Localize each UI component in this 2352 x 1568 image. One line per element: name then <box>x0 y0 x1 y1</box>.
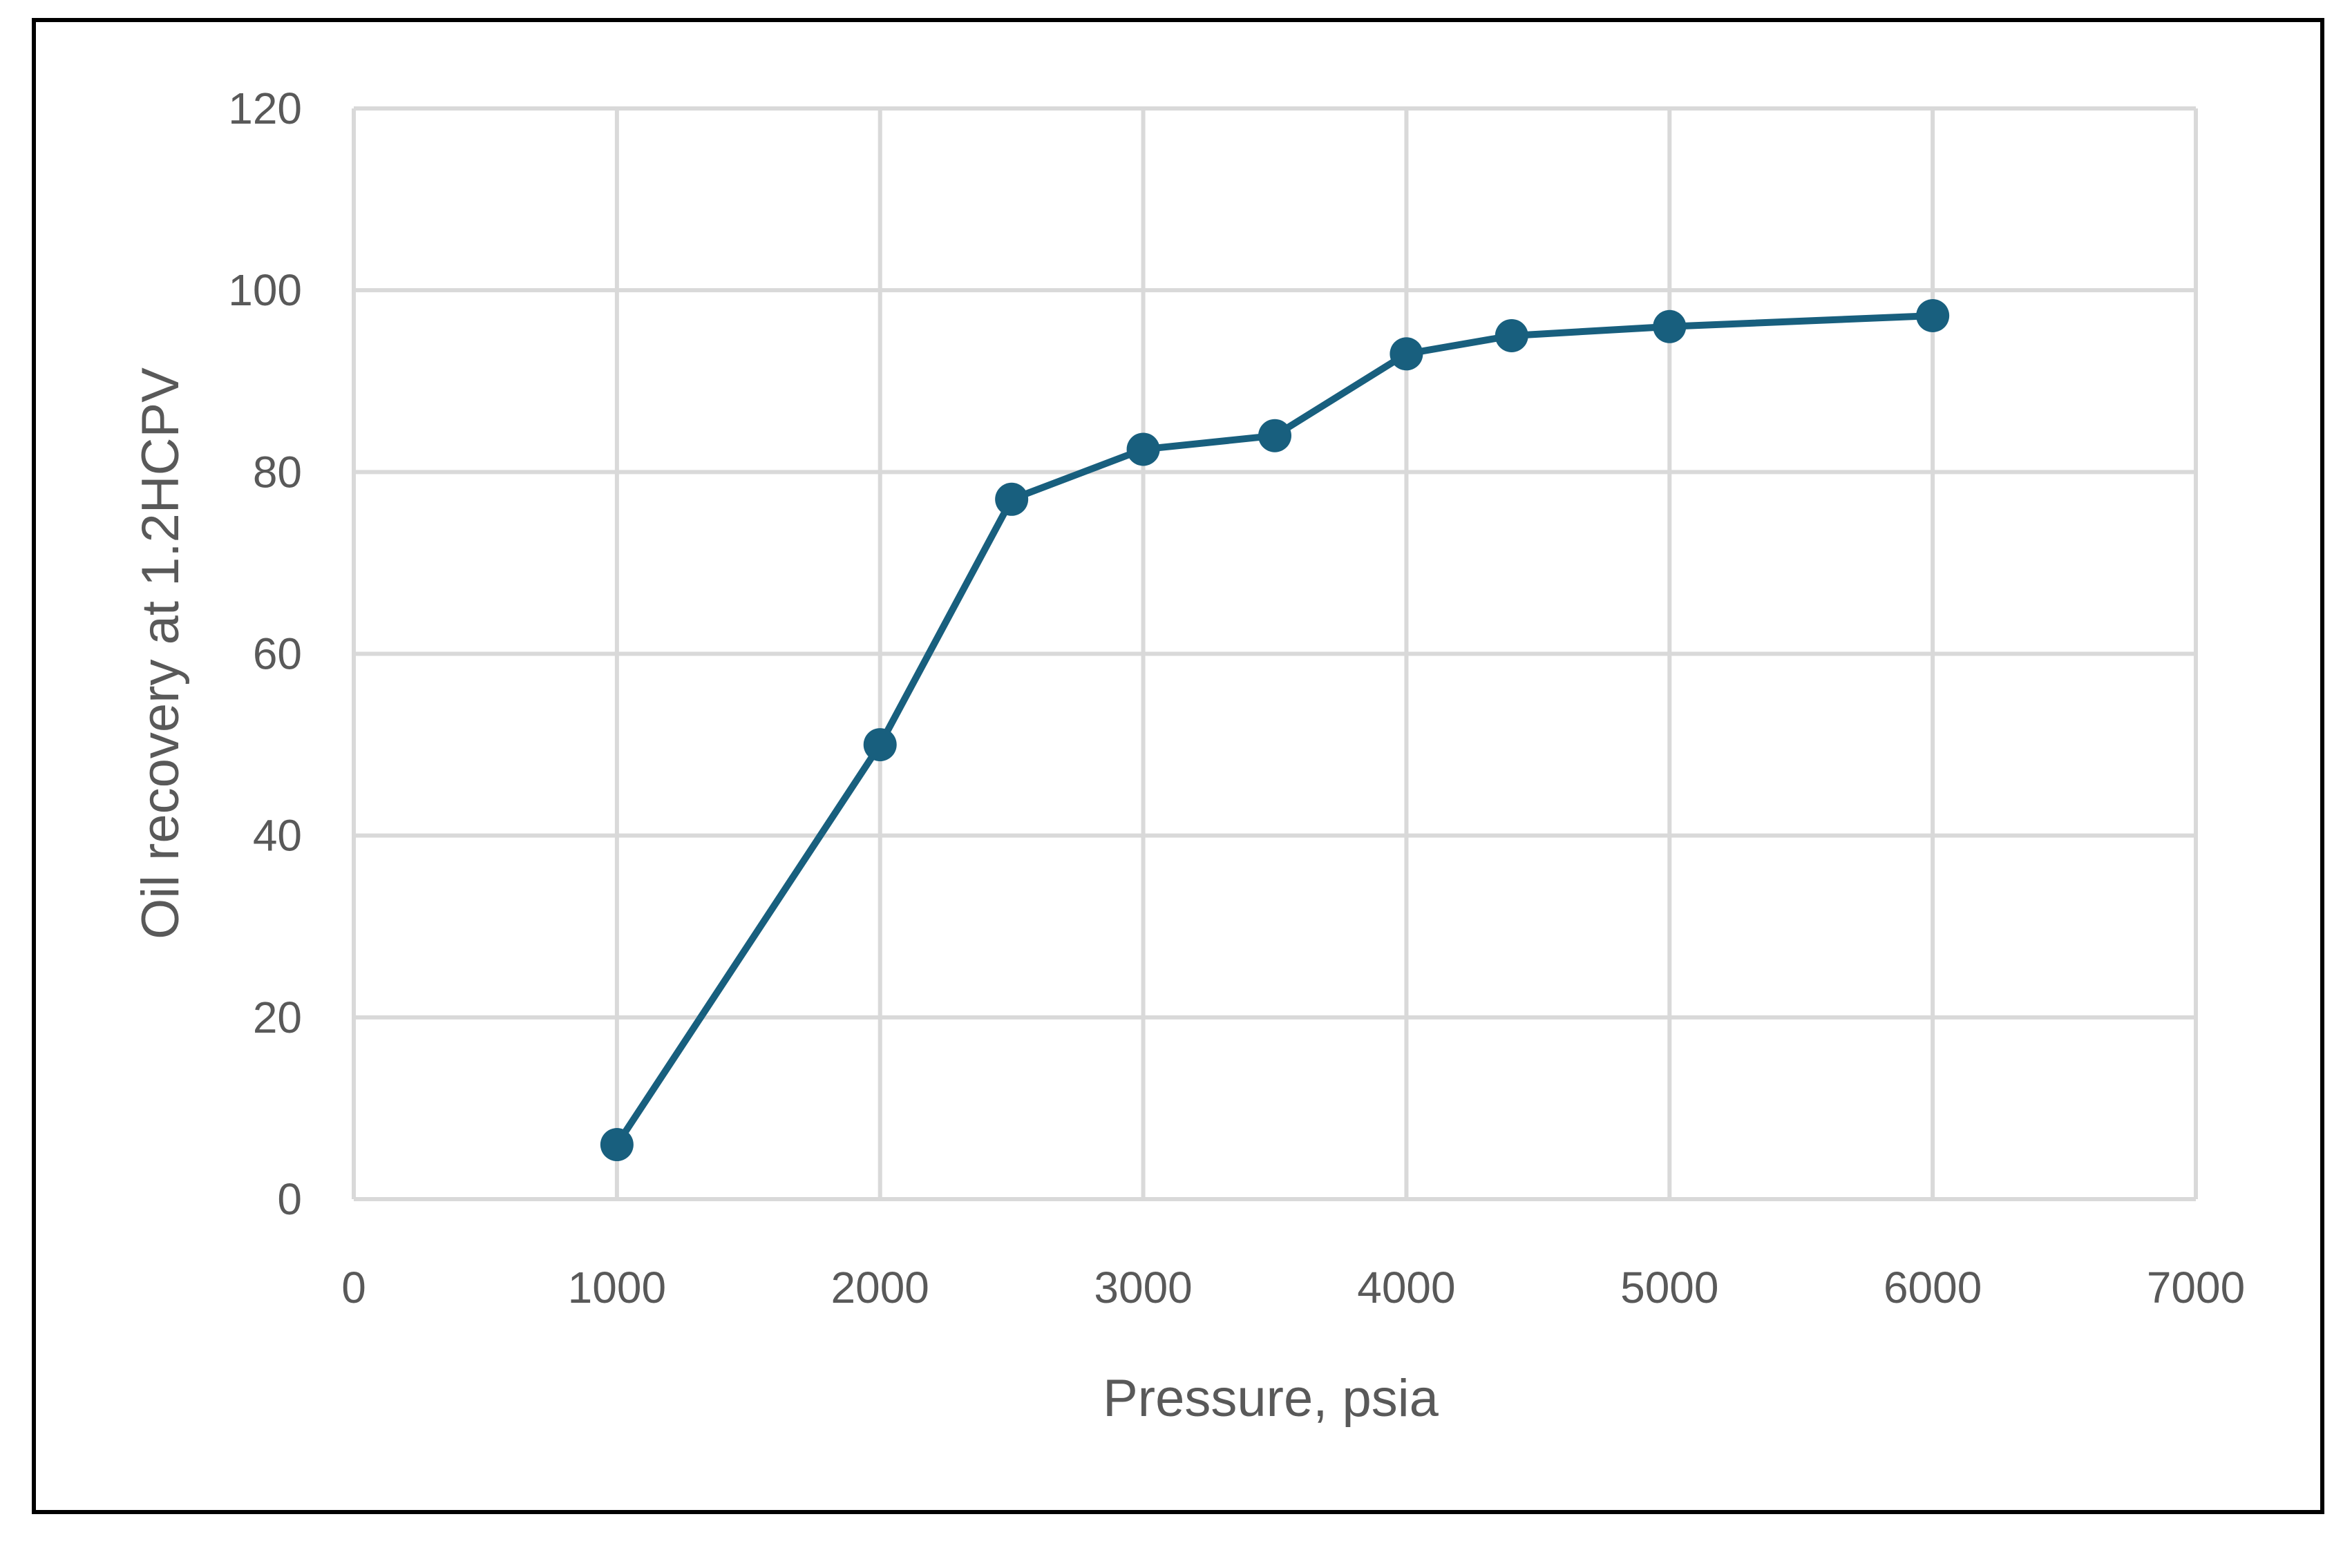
data-point-4400 <box>1495 318 1528 352</box>
y-axis-title: Oil recovery at 1.2HCPV <box>131 367 190 939</box>
chart-frame <box>32 18 2324 1514</box>
y-tick-label-100: 100 <box>228 265 302 315</box>
x-tick-label-5000: 5000 <box>1620 1263 1718 1312</box>
y-tick-label-80: 80 <box>253 447 302 497</box>
horizontal-gridlines <box>354 106 2196 1201</box>
data-point-5000 <box>1653 309 1687 343</box>
data-point-2000 <box>863 728 897 762</box>
data-point-3500 <box>1258 419 1291 452</box>
x-tick-label-1000: 1000 <box>568 1263 666 1312</box>
x-tick-label-6000: 6000 <box>1884 1263 1982 1312</box>
y-tick-label-60: 60 <box>253 629 302 679</box>
data-point-3000 <box>1126 432 1160 466</box>
x-tick-label-0: 0 <box>341 1263 366 1312</box>
x-axis-title: Pressure, psia <box>1103 1369 1439 1428</box>
x-axis-tick-labels: 0 1000 2000 3000 4000 5000 6000 7000 <box>341 1263 2245 1312</box>
y-tick-label-120: 120 <box>228 84 302 133</box>
data-point-1000 <box>600 1128 634 1162</box>
y-tick-label-0: 0 <box>277 1174 302 1224</box>
y-tick-label-40: 40 <box>253 811 302 861</box>
y-axis-tick-labels: 0 20 40 60 80 100 120 <box>228 84 302 1224</box>
x-tick-label-7000: 7000 <box>2147 1263 2245 1312</box>
data-point-4000 <box>1390 337 1423 371</box>
data-point-2500 <box>995 482 1029 516</box>
x-tick-label-3000: 3000 <box>1094 1263 1192 1312</box>
data-point-6000 <box>1916 299 1950 333</box>
x-tick-label-2000: 2000 <box>831 1263 929 1312</box>
x-tick-label-4000: 4000 <box>1357 1263 1455 1312</box>
y-tick-label-20: 20 <box>253 993 302 1042</box>
series-layer <box>600 299 1950 1162</box>
